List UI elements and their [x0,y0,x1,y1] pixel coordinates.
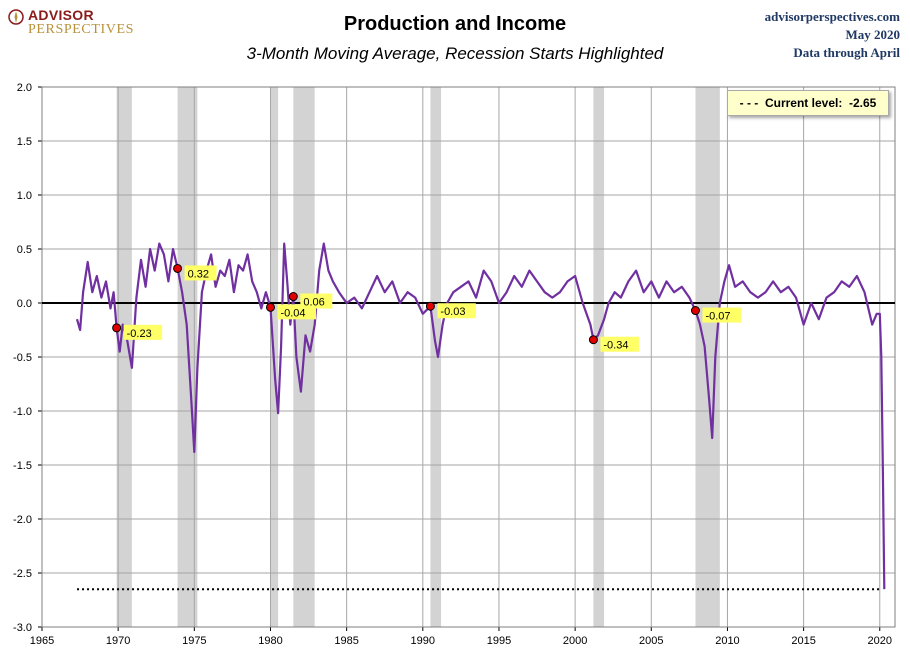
source-date: May 2020 [845,27,900,42]
series-layer [75,242,886,591]
y-tick-label: 2.0 [17,82,32,94]
current-level-value: -2.65 [849,96,877,110]
current-level-legend: - - - Current level: -2.65 [727,90,889,116]
chart-subtitle: 3-Month Moving Average, Recession Starts… [246,44,664,63]
recession-start-marker [425,301,435,311]
x-tick-label: 2005 [639,635,663,647]
recession-start-label: -0.03 [440,306,465,318]
y-tick-label: -2.0 [13,514,32,526]
x-tick-label: 1995 [487,635,511,647]
source-note: Data through April [793,45,900,60]
recession-start-marker [265,302,275,312]
logo-text-advisor: ADVISOR [28,7,94,23]
x-tick-label: 2010 [715,635,739,647]
recession-start-marker [588,335,598,345]
axes: 1965 1970 1975 1980 1985 1990 1995 2000 2005 2010… [13,82,896,647]
x-tick-label: 1990 [411,635,435,647]
current-level-prefix: - - - Current level: [739,96,849,110]
recession-start-label-bg [600,336,639,352]
recession-start-marker [173,263,183,273]
chart-header: ADVISOR PERSPECTIVES Production and Inco… [0,0,910,80]
y-tick-label: -1.0 [13,406,32,418]
recession-start-label: -0.34 [603,340,628,352]
y-tick-label: -1.5 [13,460,32,472]
recession-start-marker [288,292,298,302]
recession-start-label-bg [184,265,217,281]
recession-start-label-bg [300,293,333,309]
y-tick-label: 1.5 [17,136,32,148]
recession-start-label-bg [437,303,476,319]
production-income-line [75,242,886,590]
recession-start-label: 0.32 [188,268,209,280]
compass-logo-icon [8,9,24,25]
recession-start-label-bg [702,307,741,323]
source-block: advisorperspectives.com May 2020 Data th… [765,8,900,62]
source-site: advisorperspectives.com [764,9,900,24]
logo-text-perspectives: PERSPECTIVES [28,22,134,37]
y-tick-label: -3.0 [13,622,32,634]
chart-title: Production and Income [343,13,567,35]
advisor-perspectives-logo: ADVISOR PERSPECTIVES [6,6,146,40]
recession-start-label: -0.07 [705,311,730,323]
plot-area-border [41,86,896,628]
y-tick-label: 0.5 [17,244,32,256]
y-tick-label: 0.0 [17,298,32,310]
y-tick-label: -2.5 [13,568,32,580]
x-tick-label: 1965 [30,635,54,647]
x-tick-label: 2000 [563,635,587,647]
x-tick-label: 1985 [334,635,358,647]
x-tick-label: 2015 [791,635,815,647]
recession-start-label: 0.06 [303,297,324,309]
y-tick-label: -0.5 [13,352,32,364]
x-tick-label: 1980 [258,635,282,647]
recession-start-label: -0.04 [280,307,305,319]
recession-start-markers: -0.23 0.32 -0.040.06 -0.03 -0.34 -0.07 [112,263,741,352]
x-tick-label: 1975 [182,635,206,647]
x-tick-label: 1970 [106,635,130,647]
x-tick-label: 2020 [868,635,892,647]
recession-start-label-bg [123,324,163,340]
recession-start-marker [690,306,700,316]
recession-start-label: -0.23 [127,328,152,340]
recession-start-marker [112,323,122,333]
grid-lines [41,86,895,628]
y-tick-label: 1.0 [17,190,32,202]
